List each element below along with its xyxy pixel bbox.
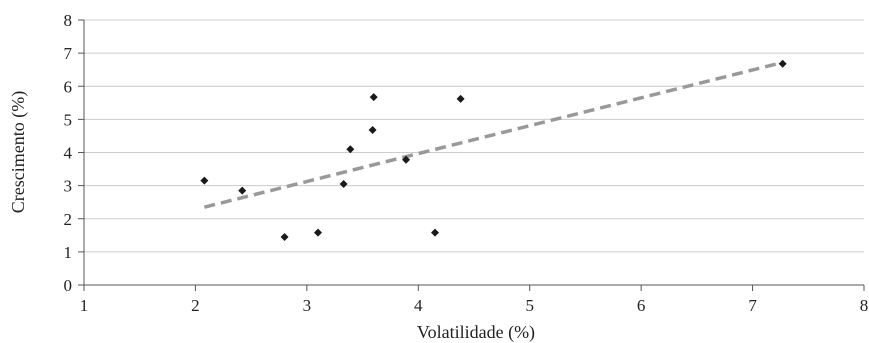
y-tick-label: 2	[64, 210, 73, 229]
data-point-9	[402, 155, 411, 164]
data-point-11	[456, 94, 465, 103]
x-tick-label: 4	[414, 296, 423, 315]
y-tick-label: 6	[64, 77, 73, 96]
data-point-12	[778, 59, 787, 68]
y-tick-label: 8	[64, 11, 73, 30]
data-point-8	[369, 93, 378, 102]
y-tick-label: 4	[64, 144, 73, 163]
data-point-10	[431, 228, 439, 237]
y-tick-label: 5	[64, 110, 73, 129]
data-points	[200, 59, 787, 241]
x-tick-label: 3	[303, 296, 312, 315]
x-tick-label: 5	[525, 296, 534, 315]
y-tick-label: 3	[64, 177, 73, 196]
y-tick-label: 1	[64, 243, 73, 262]
axes	[78, 19, 865, 291]
x-tick-label: 7	[748, 296, 757, 315]
x-tick-label: 6	[637, 296, 646, 315]
data-point-5	[339, 179, 348, 188]
x-tick-label: 2	[191, 296, 200, 315]
x-tick-label: 1	[80, 296, 89, 315]
data-point-3	[280, 232, 289, 241]
data-point-7	[368, 125, 377, 134]
y-tick-label: 7	[64, 44, 73, 63]
y-tick-label: 0	[64, 276, 73, 295]
data-point-2	[238, 186, 247, 195]
trendline-layer	[203, 60, 784, 209]
trendline	[203, 60, 784, 209]
data-point-4	[314, 228, 322, 237]
gridlines	[84, 19, 864, 253]
x-axis-title: Volatilidade (%)	[417, 322, 535, 343]
data-point-6	[346, 145, 355, 154]
y-axis-title: Crescimento (%)	[8, 91, 29, 213]
x-tick-label: 8	[860, 296, 869, 315]
data-point-1	[200, 176, 209, 185]
